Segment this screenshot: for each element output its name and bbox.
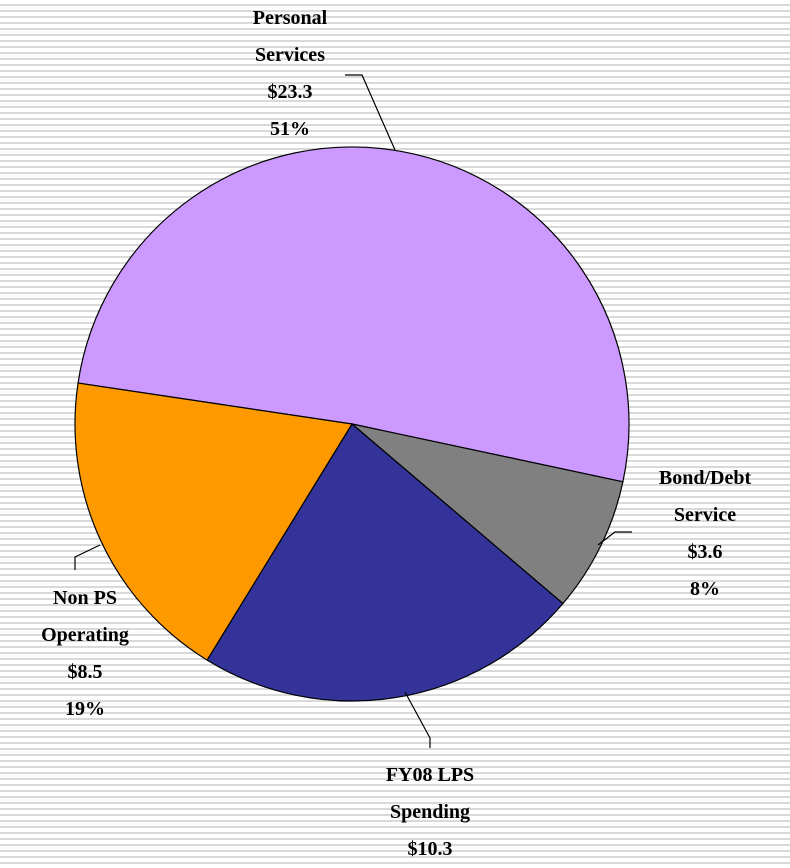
pie-slice	[351, 423, 624, 605]
value-label: $3.6	[687, 541, 723, 563]
percent-label: 19%	[65, 698, 105, 720]
slice-label: Bond/Debt Service $3.6 8%	[645, 460, 765, 608]
value-label: $8.5	[67, 661, 103, 683]
category-label: Non PS Operating	[41, 587, 129, 646]
value-label: $10.3	[407, 838, 453, 860]
pie-slice	[77, 146, 630, 483]
slice-label: Non PS Operating $8.5 19%	[25, 580, 145, 728]
category-label: Bond/Debt Service	[658, 467, 752, 526]
leader-line	[74, 544, 101, 570]
category-label: Personal Services	[252, 7, 328, 66]
leader-line	[597, 531, 632, 546]
leader-line	[404, 691, 431, 748]
leader-line	[345, 74, 396, 151]
category-label: FY08 LPS Spending	[385, 764, 475, 823]
pie-slice	[206, 423, 564, 702]
slice-label: FY08 LPS Spending $10.3	[365, 757, 495, 868]
percent-label: 8%	[690, 578, 720, 600]
pie-slice	[74, 382, 353, 661]
percent-label: 51%	[270, 118, 310, 140]
value-label: $23.3	[267, 81, 313, 103]
slice-label: Personal Services $23.3 51%	[225, 0, 355, 148]
